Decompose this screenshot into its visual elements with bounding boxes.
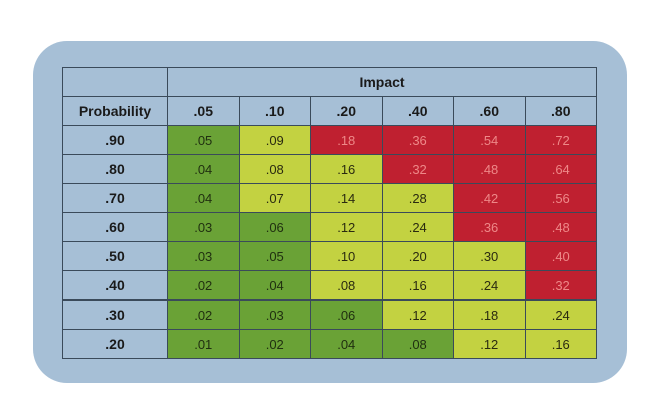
risk-score-cell: .16 [381,270,454,301]
risk-score-cell: .12 [453,329,526,359]
risk-score-cell: .40 [524,241,597,271]
probability-value: .80 [62,154,168,184]
risk-score-cell: .16 [524,329,597,359]
table-row: .50.03.05.10.20.30.40 [62,241,597,271]
impact-value: .20 [310,96,383,126]
risk-score-cell: .09 [238,125,311,155]
risk-score-cell: .48 [524,212,597,242]
impact-value: .60 [453,96,526,126]
impact-value: .05 [167,96,240,126]
risk-score-cell: .04 [167,154,240,184]
risk-score-cell: .24 [524,299,597,330]
risk-score-cell: .20 [381,241,454,271]
risk-score-cell: .12 [310,212,383,242]
risk-score-cell: .05 [238,241,311,271]
probability-header: Probability [62,96,168,126]
risk-score-cell: .54 [453,125,526,155]
risk-score-cell: .36 [453,212,526,242]
risk-score-cell: .04 [310,329,383,359]
impact-value: .40 [381,96,454,126]
probability-value: .30 [62,299,168,330]
risk-score-cell: .07 [238,183,311,213]
table-row: .90.05.09.18.36.54.72 [62,125,597,155]
risk-score-cell: .10 [310,241,383,271]
probability-value: .70 [62,183,168,213]
risk-score-cell: .56 [524,183,597,213]
risk-score-cell: .16 [310,154,383,184]
risk-score-cell: .04 [238,270,311,301]
risk-score-cell: .02 [238,329,311,359]
risk-score-cell: .32 [381,154,454,184]
risk-score-cell: .36 [381,125,454,155]
risk-score-cell: .28 [381,183,454,213]
impact-values-row: Probability .05 .10 .20 .40 .60 .80 [62,96,597,126]
risk-score-cell: .12 [381,299,454,330]
risk-score-cell: .06 [310,299,383,330]
risk-score-cell: .06 [238,212,311,242]
risk-score-cell: .24 [381,212,454,242]
probability-impact-matrix: Impact Probability .05 .10 .20 .40 .60 .… [62,67,597,359]
table-row: .20.01.02.04.08.12.16 [62,329,597,359]
matrix-body: .90.05.09.18.36.54.72.80.04.08.16.32.48.… [62,125,597,359]
risk-score-cell: .03 [238,299,311,330]
risk-score-cell: .18 [310,125,383,155]
table-row: .70.04.07.14.28.42.56 [62,183,597,213]
risk-score-cell: .30 [453,241,526,271]
risk-score-cell: .08 [238,154,311,184]
impact-header: Impact [167,67,597,97]
risk-score-cell: .02 [167,270,240,301]
risk-score-cell: .14 [310,183,383,213]
risk-score-cell: .18 [453,299,526,330]
risk-score-cell: .42 [453,183,526,213]
risk-score-cell: .04 [167,183,240,213]
table-row: .60.03.06.12.24.36.48 [62,212,597,242]
probability-value: .40 [62,270,168,301]
risk-score-cell: .48 [453,154,526,184]
risk-score-cell: .02 [167,299,240,330]
risk-score-cell: .01 [167,329,240,359]
probability-value: .50 [62,241,168,271]
risk-score-cell: .64 [524,154,597,184]
table-row: .40.02.04.08.16.24.32 [62,270,597,301]
risk-score-cell: .03 [167,212,240,242]
table-row: .80.04.08.16.32.48.64 [62,154,597,184]
probability-value: .60 [62,212,168,242]
risk-score-cell: .72 [524,125,597,155]
risk-score-cell: .08 [310,270,383,301]
corner-cell [62,67,168,97]
impact-value: .80 [524,96,597,126]
risk-score-cell: .03 [167,241,240,271]
risk-score-cell: .24 [453,270,526,301]
table-row: .30.02.03.06.12.18.24 [62,299,597,330]
risk-score-cell: .05 [167,125,240,155]
impact-value: .10 [238,96,311,126]
probability-value: .20 [62,329,168,359]
risk-score-cell: .08 [381,329,454,359]
probability-value: .90 [62,125,168,155]
risk-score-cell: .32 [524,270,597,301]
